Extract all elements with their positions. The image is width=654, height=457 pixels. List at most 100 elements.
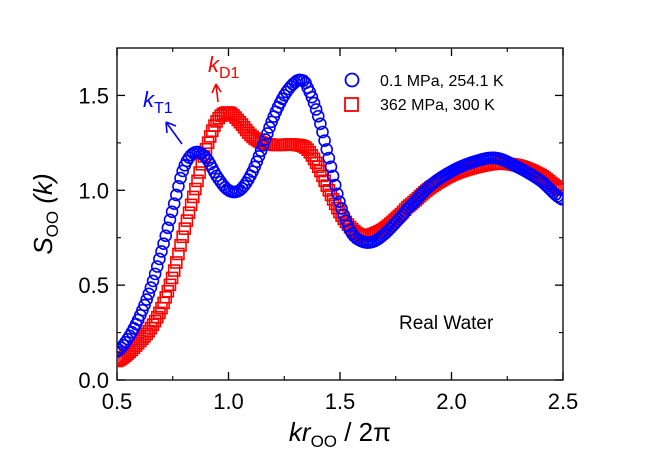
data-point-circle [144,281,158,294]
x-tick-label: 0.5 [102,389,133,414]
data-point-circle [163,213,177,227]
data-point-circle [555,192,563,206]
annotation-kD1: kD1 [208,52,240,103]
annotation-kT1-label: kT1 [143,87,173,117]
legend-marker-square [344,97,359,112]
data-point-circle [172,179,185,193]
data-point-square [305,149,319,162]
data-point-circle [256,139,270,152]
data-point-square [227,109,240,122]
data-point-circle [252,149,266,163]
data-point-circle [199,151,213,165]
y-axis-title-sub: OO [43,211,62,237]
x-axis-title-sub: OO [311,432,337,451]
data-point-square [146,318,160,332]
data-point-circle [159,229,173,243]
data-point-circle [233,183,247,197]
data-point-circle [326,169,340,183]
data-point-circle [250,155,264,168]
data-point-square [208,119,221,132]
data-point-circle [390,215,403,228]
data-point-circle [140,293,153,306]
data-point-square [186,190,200,204]
data-point-circle [322,151,336,165]
y-tick-label: 1.0 [78,178,109,203]
annotation-kT1: kT1 [143,87,183,145]
annotation-kD1-sub: D1 [219,65,240,82]
data-point-circle [381,224,395,237]
data-point-circle [195,147,209,161]
y-tick-label: 0.5 [78,273,109,298]
data-point-square [178,222,192,235]
data-point-circle [119,335,132,349]
real-water-label: Real Water [399,313,494,334]
data-point-square [182,206,196,219]
annotation-kD1-main: k [208,52,220,77]
data-point-circle [263,121,276,134]
data-point-square [170,256,183,269]
x-axis-title-k: kr [289,417,312,447]
data-point-square [150,310,164,324]
data-point-circle [155,245,168,258]
data-point-square [176,230,189,244]
data-point-circle [307,96,321,110]
data-point-circle [335,202,348,215]
data-point-circle [161,221,175,235]
data-point-square [307,152,321,166]
data-point-circle [328,178,342,192]
annotation-kD1-label: kD1 [208,52,240,82]
data-point-square [311,160,325,173]
x-tick-label: 2.5 [548,389,579,414]
data-point-circle [258,133,272,146]
legend: 0.1 MPa, 254.1 K 362 MPa, 300 K [344,72,504,114]
legend-marker-circle [344,72,360,88]
data-point-square [180,214,194,227]
data-point-square [148,314,162,328]
annotation-kT1-sub: T1 [154,100,173,117]
x-tick-label: 2.0 [436,389,467,414]
data-point-square [231,113,245,127]
data-point-square [229,111,242,124]
data-point-square [189,182,202,196]
annotation-kT1-main: k [143,87,155,112]
data-point-square [191,174,204,188]
x-tick-labels: 0.5 1.0 1.5 2.0 2.5 [102,389,579,414]
y-tick-label: 0.0 [78,368,109,393]
data-point-square [134,334,147,348]
data-point-square [144,321,158,335]
y-axis-title: SOO (k) [28,173,62,254]
annotation-kD1-arrow [211,83,222,103]
data-point-square [161,284,175,298]
data-point-circle [153,252,166,266]
data-point-square [131,336,145,350]
data-point-circle [309,103,323,116]
x-tick-label: 1.0 [213,389,244,414]
data-point-circle [165,205,179,219]
data-point-square [163,278,177,292]
data-point-circle [170,188,183,202]
data-point-square [174,239,187,252]
data-point-circle [117,345,124,358]
y-axis-title-rest: (k) [28,173,58,211]
data-point-circle [415,187,429,200]
data-point-circle [148,267,162,281]
data-point-square [165,271,179,285]
x-tick-label: 1.5 [325,389,356,414]
data-point-square [331,201,344,215]
series-1 [117,73,563,358]
data-point-circle [331,187,344,201]
data-point-square [142,324,156,338]
series-2 [117,106,563,368]
data-point-circle [318,134,331,147]
data-point-circle [142,287,156,301]
data-point-circle [138,298,151,312]
data-point-circle [174,171,187,185]
data-point-circle [405,198,418,212]
data-point-circle [379,226,393,239]
data-point-circle [337,208,350,222]
data-point-square [309,156,323,170]
data-point-square [299,141,312,154]
series-layer [117,73,563,368]
y-tick-labels: 0.0 0.5 1.0 1.5 [78,83,109,393]
